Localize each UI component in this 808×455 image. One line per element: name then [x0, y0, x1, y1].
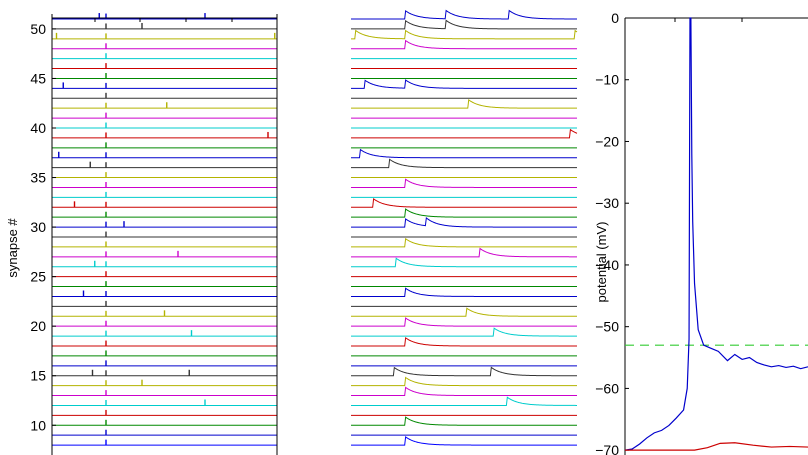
psp-trace [351, 99, 577, 109]
vm-y-tick-label: −40 [595, 257, 619, 273]
raster-y-tick-label: 25 [30, 269, 46, 285]
raster-y-tick-label: 10 [30, 417, 46, 433]
psp-trace [351, 216, 577, 228]
raster-y-tick-label: 50 [30, 21, 46, 37]
psp-trace [351, 317, 577, 327]
psp-trace [351, 247, 577, 258]
psp-trace [351, 386, 577, 397]
raster-y-tick-label: 15 [30, 368, 46, 384]
vm-y-tick-label: −70 [595, 442, 619, 455]
psp-trace [351, 29, 578, 40]
vm-y-tick-label: −30 [595, 195, 619, 211]
psp-trace [351, 19, 577, 30]
psp-trace [351, 336, 577, 347]
psp-trace [351, 79, 577, 89]
psp-trace [351, 197, 577, 208]
raster-y-tick-label: 35 [30, 170, 46, 186]
psp-traces-panel [351, 9, 578, 446]
psp-trace [351, 148, 577, 159]
vm-y-tick-label: 0 [611, 10, 619, 26]
psp-trace [351, 128, 578, 139]
psp-trace [351, 416, 577, 426]
raster-y-tick-label: 30 [30, 219, 46, 235]
psp-trace [351, 366, 577, 377]
raster-y-tick-label: 40 [30, 120, 46, 136]
psp-trace [351, 436, 577, 446]
vm-y-tick-label: −10 [595, 72, 619, 88]
vm-y-tick-label: −50 [595, 319, 619, 335]
psp-trace [351, 287, 577, 297]
psp-trace [351, 9, 577, 20]
membrane-potential-panel: 0 −10 −20 −30 −40 −50 −60 −70 [595, 10, 808, 455]
psp-trace [351, 376, 577, 387]
potential-y-axis-label: potential (mV) [594, 222, 609, 303]
vm-y-tick-label: −60 [595, 380, 619, 396]
psp-trace [351, 257, 577, 268]
psp-trace [351, 39, 577, 50]
raster-y-tick-label: 45 [30, 70, 46, 86]
psp-trace [351, 396, 577, 406]
raster-y-tick-label: 20 [30, 318, 46, 334]
psp-trace [351, 307, 577, 317]
vm-y-tick-label: −20 [595, 133, 619, 149]
psp-trace [351, 208, 577, 218]
secondary-potential-trace [625, 442, 808, 451]
spike-raster-panel: 10 15 20 25 30 35 40 45 50 [30, 13, 278, 455]
psp-trace [351, 327, 577, 337]
psp-trace [351, 178, 577, 188]
membrane-potential-trace [624, 17, 808, 451]
raster-y-axis-label: synapse # [5, 218, 20, 278]
psp-trace [351, 237, 577, 248]
psp-trace [351, 158, 577, 169]
